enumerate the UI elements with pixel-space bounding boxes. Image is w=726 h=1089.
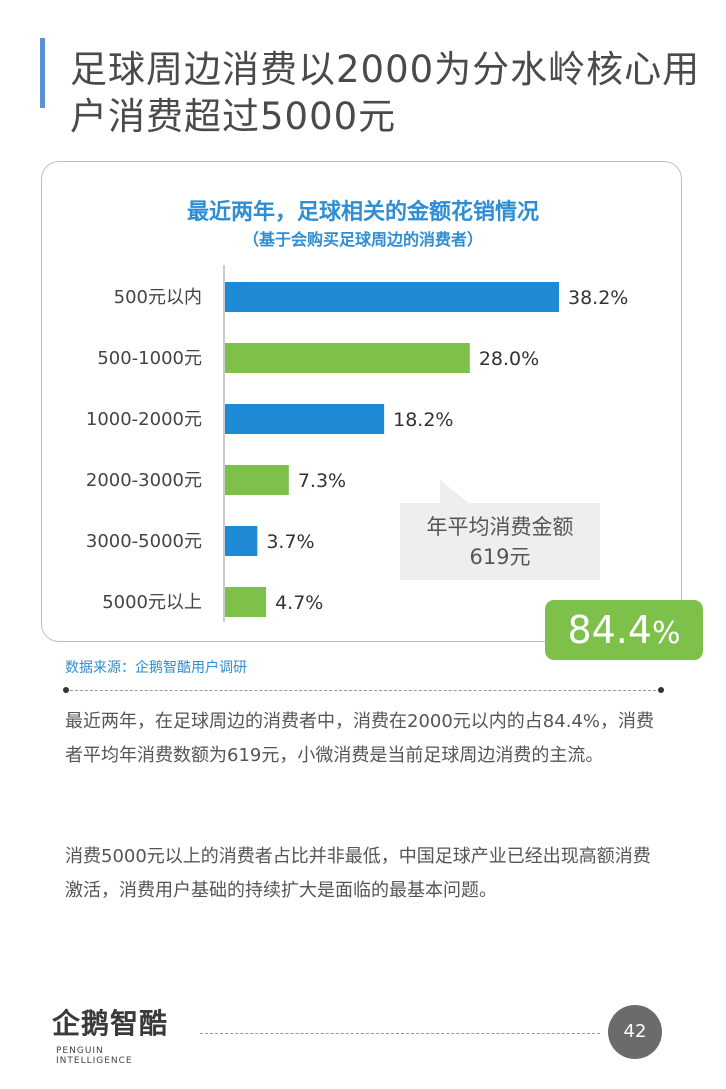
bar-2	[225, 404, 385, 434]
chart-title: 最近两年，足球相关的金额花销情况	[186, 200, 539, 225]
title-accent-bar	[40, 38, 45, 108]
highlight-value: 84.4	[567, 608, 653, 652]
value-label-0: 38.2%	[568, 287, 628, 309]
chart-subtitle: （基于会购买足球周边的消费者）	[242, 230, 483, 249]
footer-divider	[200, 1033, 600, 1034]
bar-1	[225, 343, 470, 373]
category-label-1: 500-1000元	[97, 348, 202, 369]
logo-text: 企鹅智酷	[52, 1007, 169, 1040]
category-label-0: 500元以内	[114, 287, 202, 308]
divider-dot-right	[658, 687, 664, 693]
divider-line	[65, 690, 661, 691]
bar-chart: 500元以内 38.2% 500-1000元 28.0% 1000-2000元 18.2%…	[86, 265, 628, 622]
callout-value: 619元	[469, 545, 531, 569]
data-source: 数据来源：企鹅智酷用户调研	[65, 660, 247, 676]
value-label-1: 28.0%	[479, 348, 539, 370]
bar-5	[225, 587, 267, 617]
logo-subtext: PENGUIN INTELLIGENCE	[56, 1046, 133, 1066]
divider-dot-left	[63, 687, 69, 693]
paragraph-1: 最近两年，在足球周边的消费者中，消费在2000元以内的占84.4%，消费者平均年…	[65, 711, 654, 766]
average-spend-callout: 年平均消费金额 619元	[400, 503, 600, 580]
page-title: 足球周边消费以2000为分水岭核心用户消费超过5000元	[70, 48, 701, 138]
category-label-5: 5000元以上	[102, 592, 202, 613]
value-label-2: 18.2%	[393, 409, 453, 431]
highlight-badge: 84.4%	[545, 600, 703, 660]
category-label-2: 1000-2000元	[86, 409, 202, 430]
bar-0	[225, 282, 559, 312]
category-label-3: 2000-3000元	[86, 470, 202, 491]
bar-3	[225, 465, 289, 495]
paragraph-2: 消费5000元以上的消费者占比并非最低，中国足球产业已经出现高额消费激活，消费用…	[65, 846, 651, 901]
highlight-unit: %	[652, 616, 681, 651]
bar-4	[225, 526, 258, 556]
value-label-4: 3.7%	[266, 531, 314, 553]
value-label-3: 7.3%	[298, 470, 346, 492]
value-label-5: 4.7%	[275, 592, 323, 614]
callout-label: 年平均消费金额	[426, 515, 574, 539]
penguin-intelligence-logo: 企鹅智酷 PENGUIN INTELLIGENCE	[52, 1002, 182, 1066]
page-number: 42	[608, 1005, 662, 1059]
callout-pointer	[440, 480, 470, 504]
category-label-4: 3000-5000元	[86, 531, 202, 552]
